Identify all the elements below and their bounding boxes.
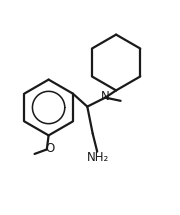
Text: N: N: [101, 90, 110, 103]
Text: NH₂: NH₂: [87, 151, 109, 164]
Text: O: O: [45, 142, 55, 155]
